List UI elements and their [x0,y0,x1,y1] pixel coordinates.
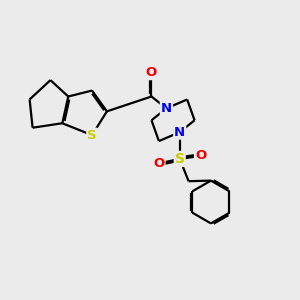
Text: O: O [195,149,206,162]
Text: N: N [161,102,172,115]
Text: O: O [153,157,164,170]
Text: N: N [174,126,185,139]
Text: S: S [87,129,97,142]
Text: S: S [175,152,185,166]
Text: O: O [146,66,157,79]
